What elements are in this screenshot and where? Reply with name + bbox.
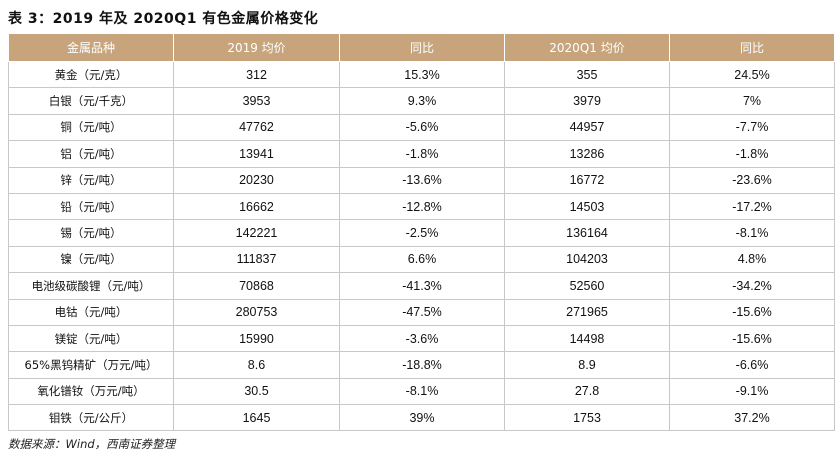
table-row: 黄金（元/克） 312 15.3% 355 24.5%	[8, 60, 835, 89]
yoy-2020q1-cell: -9.1%	[669, 377, 835, 406]
table-row: 锡（元/吨） 142221 -2.5% 136164 -8.1%	[8, 219, 835, 247]
metal-name-cell: 钼铁（元/公斤）	[8, 404, 174, 432]
avg-2020q1-cell: 8.9	[504, 351, 670, 379]
yoy-2019-cell: -12.8%	[339, 192, 505, 221]
avg-2020q1-cell: 271965	[504, 298, 670, 326]
yoy-2020q1-cell: 7%	[669, 87, 835, 115]
yoy-2019-cell: 39%	[339, 404, 505, 432]
table-title: 表 3：2019 年及 2020Q1 有色金属价格变化	[8, 11, 319, 27]
yoy-2019-cell: -5.6%	[339, 113, 505, 142]
table-row: 铝（元/吨） 13941 -1.8% 13286 -1.8%	[8, 140, 835, 168]
header-metal: 金属品种	[8, 33, 174, 62]
metal-name-cell: 镍（元/吨）	[8, 245, 174, 274]
table-row: 电池级碳酸锂（元/吨） 70868 -41.3% 52560 -34.2%	[8, 272, 835, 300]
table-row: 镍（元/吨） 111837 6.6% 104203 4.8%	[8, 245, 835, 274]
metal-name-cell: 65%黑钨精矿（万元/吨）	[8, 351, 174, 379]
yoy-2019-cell: 6.6%	[339, 245, 505, 274]
header-yoy-2020q1: 同比	[669, 33, 835, 62]
yoy-2020q1-cell: 24.5%	[669, 60, 835, 89]
avg-2019-cell: 70868	[173, 272, 340, 300]
yoy-2019-cell: -13.6%	[339, 166, 505, 194]
yoy-2019-cell: -8.1%	[339, 377, 505, 406]
avg-2020q1-cell: 355	[504, 60, 670, 89]
avg-2020q1-cell: 44957	[504, 113, 670, 142]
avg-2019-cell: 312	[173, 60, 340, 89]
table-row: 铜（元/吨） 47762 -5.6% 44957 -7.7%	[8, 113, 835, 142]
table-row: 镁锭（元/吨） 15990 -3.6% 14498 -15.6%	[8, 324, 835, 353]
avg-2020q1-cell: 136164	[504, 219, 670, 247]
yoy-2019-cell: -3.6%	[339, 324, 505, 353]
metal-name-cell: 锌（元/吨）	[8, 166, 174, 194]
table-row: 电钴（元/吨） 280753 -47.5% 271965 -15.6%	[8, 298, 835, 326]
table-body: 黄金（元/克） 312 15.3% 355 24.5% 白银（元/千克） 3953 9.3% 3…	[8, 60, 835, 432]
metal-price-table: 金属品种 2019 均价 同比 2020Q1 均价 同比 黄金（元/克） 312 1…	[8, 33, 835, 432]
table-header: 金属品种 2019 均价 同比 2020Q1 均价 同比	[8, 33, 835, 62]
avg-2020q1-cell: 27.8	[504, 377, 670, 406]
yoy-2020q1-cell: -8.1%	[669, 219, 835, 247]
yoy-2020q1-cell: -15.6%	[669, 298, 835, 326]
metal-name-cell: 铜（元/吨）	[8, 113, 174, 142]
metal-name-cell: 铅（元/吨）	[8, 192, 174, 221]
avg-2020q1-cell: 104203	[504, 245, 670, 274]
header-row: 金属品种 2019 均价 同比 2020Q1 均价 同比	[8, 33, 835, 62]
yoy-2020q1-cell: -15.6%	[669, 324, 835, 353]
yoy-2020q1-cell: -34.2%	[669, 272, 835, 300]
avg-2019-cell: 47762	[173, 113, 340, 142]
avg-2019-cell: 13941	[173, 140, 340, 168]
header-avg-2019: 2019 均价	[173, 33, 340, 62]
yoy-2019-cell: 15.3%	[339, 60, 505, 89]
source-note: 数据来源：Wind，西南证券整理	[8, 437, 176, 451]
avg-2019-cell: 30.5	[173, 377, 340, 406]
metal-name-cell: 黄金（元/克）	[8, 60, 174, 89]
yoy-2020q1-cell: 4.8%	[669, 245, 835, 274]
yoy-2019-cell: -18.8%	[339, 351, 505, 379]
yoy-2020q1-cell: 37.2%	[669, 404, 835, 432]
yoy-2020q1-cell: -17.2%	[669, 192, 835, 221]
yoy-2020q1-cell: -23.6%	[669, 166, 835, 194]
avg-2019-cell: 142221	[173, 219, 340, 247]
yoy-2020q1-cell: -1.8%	[669, 140, 835, 168]
table-row: 65%黑钨精矿（万元/吨） 8.6 -18.8% 8.9 -6.6%	[8, 351, 835, 379]
avg-2019-cell: 3953	[173, 87, 340, 115]
avg-2019-cell: 16662	[173, 192, 340, 221]
avg-2019-cell: 280753	[173, 298, 340, 326]
table-row: 氧化镨钕（万元/吨） 30.5 -8.1% 27.8 -9.1%	[8, 377, 835, 406]
metal-name-cell: 白银（元/千克）	[8, 87, 174, 115]
table-row: 铅（元/吨） 16662 -12.8% 14503 -17.2%	[8, 192, 835, 221]
avg-2020q1-cell: 13286	[504, 140, 670, 168]
avg-2020q1-cell: 14503	[504, 192, 670, 221]
yoy-2020q1-cell: -7.7%	[669, 113, 835, 142]
header-avg-2020q1: 2020Q1 均价	[504, 33, 670, 62]
yoy-2019-cell: -47.5%	[339, 298, 505, 326]
yoy-2019-cell: -41.3%	[339, 272, 505, 300]
metal-name-cell: 电池级碳酸锂（元/吨）	[8, 272, 174, 300]
avg-2020q1-cell: 3979	[504, 87, 670, 115]
metal-name-cell: 镁锭（元/吨）	[8, 324, 174, 353]
metal-name-cell: 铝（元/吨）	[8, 140, 174, 168]
avg-2020q1-cell: 14498	[504, 324, 670, 353]
yoy-2019-cell: 9.3%	[339, 87, 505, 115]
avg-2020q1-cell: 1753	[504, 404, 670, 432]
avg-2020q1-cell: 16772	[504, 166, 670, 194]
yoy-2020q1-cell: -6.6%	[669, 351, 835, 379]
yoy-2019-cell: -1.8%	[339, 140, 505, 168]
table-row: 白银（元/千克） 3953 9.3% 3979 7%	[8, 87, 835, 115]
avg-2019-cell: 20230	[173, 166, 340, 194]
header-yoy-2019: 同比	[339, 33, 505, 62]
metal-name-cell: 锡（元/吨）	[8, 219, 174, 247]
table-row: 锌（元/吨） 20230 -13.6% 16772 -23.6%	[8, 166, 835, 194]
table-row: 钼铁（元/公斤） 1645 39% 1753 37.2%	[8, 404, 835, 432]
avg-2019-cell: 15990	[173, 324, 340, 353]
avg-2019-cell: 111837	[173, 245, 340, 274]
avg-2019-cell: 8.6	[173, 351, 340, 379]
metal-name-cell: 氧化镨钕（万元/吨）	[8, 377, 174, 406]
avg-2020q1-cell: 52560	[504, 272, 670, 300]
yoy-2019-cell: -2.5%	[339, 219, 505, 247]
avg-2019-cell: 1645	[173, 404, 340, 432]
metal-name-cell: 电钴（元/吨）	[8, 298, 174, 326]
